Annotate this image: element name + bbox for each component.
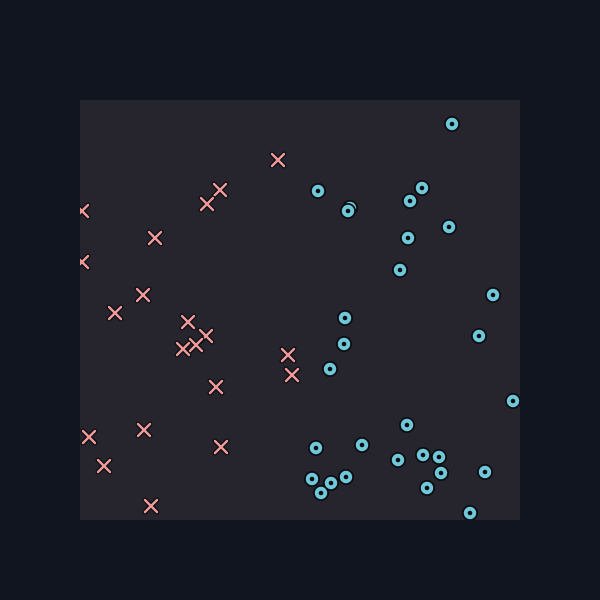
circle-marker (402, 193, 418, 209)
circle-marker (400, 230, 416, 246)
circle-marker (433, 465, 449, 481)
circle-marker (313, 485, 329, 501)
circle-marker (390, 452, 406, 468)
cross-marker (95, 457, 113, 475)
circle-marker (444, 116, 460, 132)
circle-marker (441, 219, 457, 235)
cross-marker (207, 378, 225, 396)
cross-marker (106, 304, 124, 322)
cross-marker (269, 151, 287, 169)
cross-marker (80, 253, 91, 271)
circle-marker (477, 464, 493, 480)
cross-marker (283, 366, 301, 384)
game-board[interactable] (80, 100, 520, 520)
cross-marker (211, 181, 229, 199)
circle-marker (336, 336, 352, 352)
circle-marker (415, 447, 431, 463)
circle-marker (310, 183, 326, 199)
circle-marker (419, 480, 435, 496)
circle-marker (471, 328, 487, 344)
cross-marker (212, 438, 230, 456)
cross-marker (174, 340, 192, 358)
cross-marker (134, 286, 152, 304)
cross-marker (187, 336, 205, 354)
circle-marker (354, 437, 370, 453)
circle-marker (462, 505, 478, 520)
cross-marker (179, 313, 197, 331)
cross-marker (80, 428, 98, 446)
cross-marker (146, 229, 164, 247)
cross-marker (80, 202, 91, 220)
cross-marker (198, 195, 216, 213)
cross-marker (142, 497, 160, 515)
cross-marker (279, 346, 297, 364)
circle-marker (485, 287, 501, 303)
circle-marker (340, 203, 356, 219)
circle-marker (304, 471, 320, 487)
cross-marker (135, 421, 153, 439)
circle-marker (323, 475, 339, 491)
circle-marker (338, 469, 354, 485)
circle-marker (337, 310, 353, 326)
circle-marker (431, 449, 447, 465)
marker-layer (80, 116, 520, 520)
circle-marker (399, 417, 415, 433)
circle-marker (308, 440, 324, 456)
circle-marker (505, 393, 520, 409)
circle-marker (322, 361, 338, 377)
circle-marker (392, 262, 408, 278)
circle-marker (414, 180, 430, 196)
